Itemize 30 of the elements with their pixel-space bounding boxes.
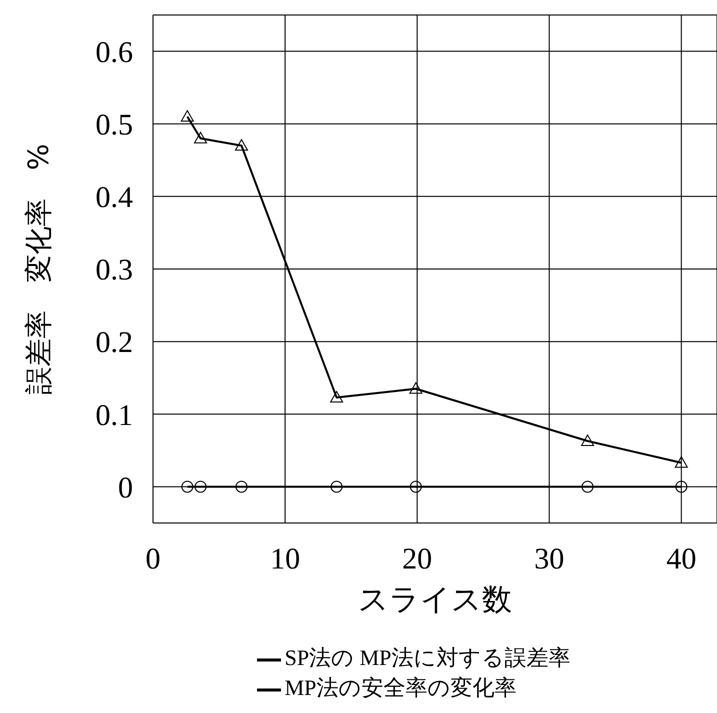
y-axis-title: 誤差率 変化率 %	[22, 144, 55, 394]
x-tick-label: 40	[666, 542, 696, 576]
y-tick-label: 0	[118, 471, 133, 504]
point	[582, 480, 594, 493]
point	[330, 480, 343, 493]
point	[194, 480, 207, 493]
y-tick-label: 0.5	[96, 108, 133, 142]
point	[581, 434, 594, 446]
y-tick-label: 0.2	[96, 326, 133, 360]
point	[410, 480, 422, 493]
y-tick-label: 0.3	[96, 254, 133, 287]
point	[675, 480, 688, 493]
legend-label: MP法の安全率の変化率	[284, 675, 516, 700]
point	[674, 456, 688, 468]
point	[235, 480, 248, 493]
x-tick-label: 20	[402, 542, 432, 576]
legend-label: SP法の MP法に対する誤差率	[284, 645, 570, 670]
x-tick-label: 10	[270, 542, 300, 576]
y-tick-label: 0.1	[96, 398, 133, 432]
point	[181, 480, 194, 493]
point	[409, 382, 422, 394]
x-tick-label: 30	[534, 542, 564, 576]
x-axis-title: スライス数	[358, 582, 512, 618]
point	[234, 139, 248, 151]
point	[330, 390, 344, 402]
y-tick-label: 0.4	[96, 181, 133, 214]
y-tick-label: 0.6	[96, 36, 133, 69]
x-tick-label: 0	[146, 542, 160, 576]
point	[194, 132, 208, 144]
point	[180, 110, 194, 122]
